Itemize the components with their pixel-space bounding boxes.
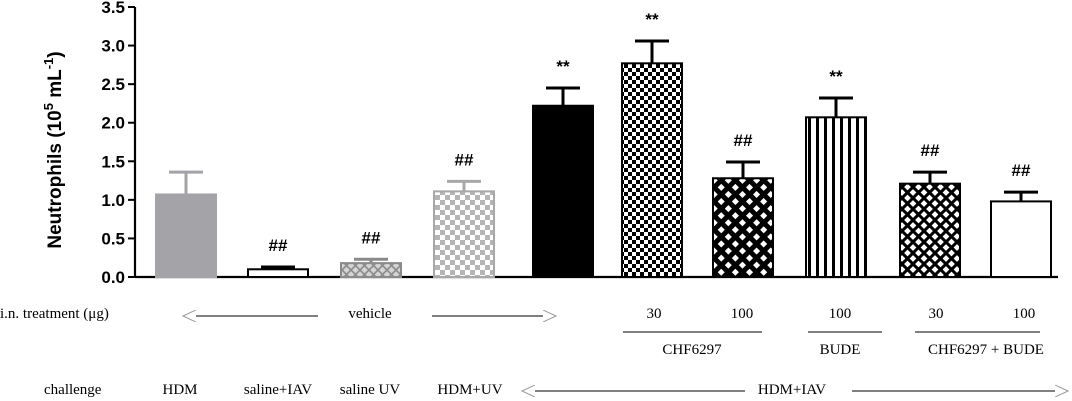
- vehicle-label: vehicle: [348, 306, 392, 322]
- y-tick-label: 3.5: [101, 0, 125, 17]
- bar-group: [155, 170, 217, 278]
- y-tick-label: 1.5: [101, 152, 125, 171]
- y-tick-label: 0.5: [101, 229, 125, 248]
- dose-combo-100: 100: [1013, 306, 1036, 322]
- significance-label: **: [556, 57, 570, 76]
- y-tick-label: 2.0: [101, 114, 125, 133]
- significance-label: ##: [921, 141, 940, 160]
- bar: [532, 104, 594, 278]
- challenge-saline-iav: saline+IAV: [244, 382, 312, 398]
- bar: [621, 62, 683, 278]
- significance-label: ##: [455, 150, 474, 169]
- significance-label: ##: [1012, 161, 1031, 180]
- dose-combo-30: 30: [929, 306, 944, 322]
- bar-group: **: [621, 10, 683, 278]
- dose-chf-100: 100: [731, 306, 754, 322]
- group-bude: BUDE: [820, 342, 861, 358]
- treatment-row-label: i.n. treatment (μg): [0, 306, 109, 322]
- bar-group: ##: [990, 161, 1052, 278]
- y-tick-label: 0.0: [101, 268, 125, 287]
- challenge-row-label: challenge: [44, 382, 102, 398]
- significance-label: ##: [269, 236, 288, 255]
- bar: [340, 262, 402, 279]
- bar: [247, 268, 309, 278]
- significance-label: **: [829, 67, 843, 86]
- challenge-hdm: HDM: [162, 382, 197, 398]
- dose-chf-30: 30: [647, 306, 662, 322]
- bar: [433, 190, 495, 278]
- significance-label: **: [645, 10, 659, 29]
- significance-label: ##: [362, 228, 381, 247]
- bar-group: ##: [899, 141, 961, 279]
- bar: [899, 182, 961, 279]
- bars: ## ## ## ** ** ## ** ## ##: [155, 10, 1052, 279]
- bar-group: ##: [340, 228, 402, 279]
- group-chf6297: CHF6297: [662, 342, 722, 358]
- bar-group: ##: [712, 131, 774, 278]
- bar: [712, 177, 774, 278]
- y-tick-label: 1.0: [101, 191, 125, 210]
- bar: [990, 200, 1052, 278]
- bar-group: **: [532, 57, 594, 278]
- significance-label: ##: [734, 131, 753, 150]
- bar: [155, 193, 217, 278]
- challenge-hdm-uv: HDM+UV: [437, 382, 502, 398]
- y-tick-label: 2.5: [101, 75, 125, 94]
- dose-bude-100: 100: [829, 306, 852, 322]
- bar-group: **: [805, 67, 867, 278]
- y-tick-label: 3.0: [101, 37, 125, 56]
- challenge-hdm-iav: HDM+IAV: [758, 382, 826, 398]
- bar-group: ##: [247, 236, 309, 278]
- y-axis-label: Neutrophils (105 mL-1): [41, 51, 66, 248]
- bar-group: ##: [433, 150, 495, 278]
- bar: [805, 116, 867, 278]
- group-chf-bude: CHF6297 + BUDE: [928, 342, 1044, 358]
- challenge-saline-uv: saline UV: [340, 382, 401, 398]
